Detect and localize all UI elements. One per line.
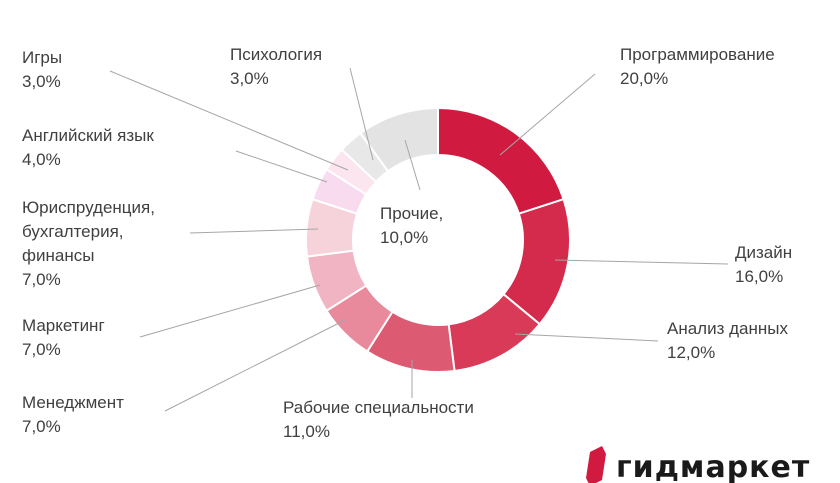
slice-name-label: бухгалтерия, — [22, 222, 124, 241]
leader-line-10 — [404, 139, 421, 191]
leader-line-0 — [499, 73, 596, 156]
leader-lines — [109, 67, 729, 412]
leader-line-1 — [554, 259, 729, 265]
slice-name-label: Анализ данных — [667, 319, 788, 338]
slice-value-label: 3,0% — [22, 72, 61, 91]
slice-label-5: Маркетинг 7,0% — [22, 316, 105, 359]
slice-label-4: Менеджмент 7,0% — [22, 393, 124, 436]
slice-value-label: 3,0% — [230, 69, 269, 88]
slice-value-label: 7,0% — [22, 340, 61, 359]
slice-value-label: 16,0% — [735, 267, 783, 286]
leader-line-5 — [139, 284, 321, 338]
slice-0 — [437, 106, 565, 215]
slice-label-10: Прочие, 10,0% — [380, 204, 443, 247]
leader-line-4 — [164, 319, 346, 412]
leader-line-7 — [235, 150, 328, 183]
logo-mark-icon — [586, 446, 606, 483]
logo-text: гидмаркет — [616, 450, 810, 483]
slice-name-label: Юриспруденция, — [22, 198, 155, 217]
slice-label-7: Английский язык 4,0% — [22, 126, 154, 169]
slice-label-9: Психология 3,0% — [230, 45, 322, 88]
gidmarket-logo: гидмаркет — [586, 446, 810, 483]
slice-name-label: Игры — [22, 48, 62, 67]
donut-slices — [305, 106, 571, 373]
slice-name-label: Рабочие специальности — [283, 398, 474, 417]
slice-name-label: Английский язык — [22, 126, 154, 145]
slice-value-label: 11,0% — [283, 422, 330, 441]
slice-label-1: Дизайн 16,0% — [735, 243, 792, 286]
slice-name-label: Психология — [230, 45, 322, 64]
slice-value-label: 7,0% — [22, 270, 61, 289]
slice-value-label: 4,0% — [22, 150, 61, 169]
leader-line-9 — [349, 67, 374, 161]
slice-label-8: Игры 3,0% — [22, 48, 62, 91]
leader-line-2 — [514, 333, 659, 342]
slice-label-3: Рабочие специальности 11,0% — [283, 398, 474, 441]
slice-labels: Программирование 20,0% Дизайн 16,0% Анализ д… — [22, 45, 792, 441]
slice-10 — [359, 106, 439, 173]
leader-line-6 — [189, 228, 319, 234]
leader-line-8 — [109, 70, 349, 171]
slice-label-2: Анализ данных 12,0% — [667, 319, 788, 362]
slice-value-label: 10,0% — [380, 228, 428, 247]
slice-name-label: Маркетинг — [22, 316, 105, 335]
slice-name-label: Дизайн — [735, 243, 792, 262]
slice-label-6: Юриспруденция, бухгалтерия, финансы 7,0% — [22, 198, 155, 289]
slice-label-0: Программирование 20,0% — [620, 45, 775, 88]
slice-name-label: Менеджмент — [22, 393, 124, 412]
slice-value-label: 20,0% — [620, 69, 668, 88]
slice-value-label: 12,0% — [667, 343, 715, 362]
slice-value-label: 7,0% — [22, 417, 61, 436]
slice-name-label: финансы — [22, 246, 94, 265]
slice-name-label: Программирование — [620, 45, 775, 64]
slice-name-label: Прочие, — [380, 204, 443, 223]
